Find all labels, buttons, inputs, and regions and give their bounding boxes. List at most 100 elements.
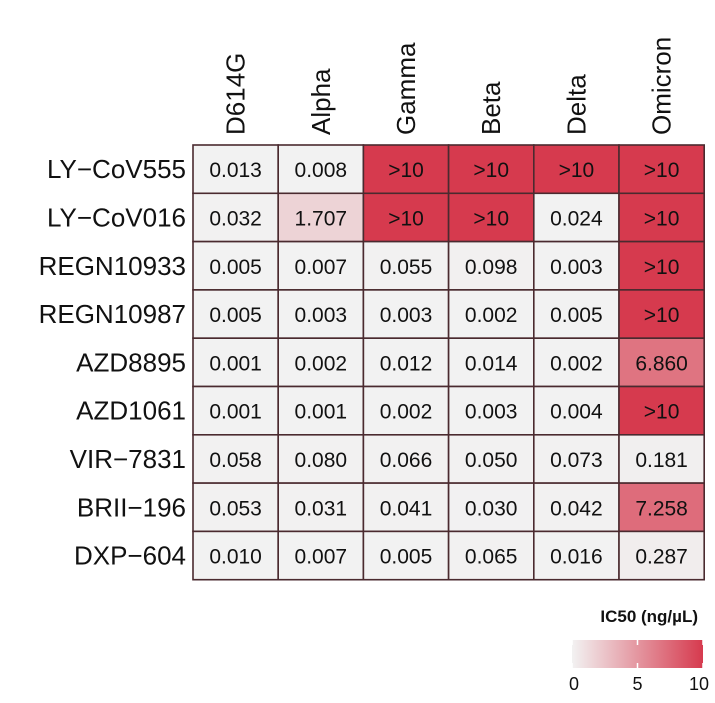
cell-value-label: 0.042 [550, 497, 603, 520]
cell-value-label: 0.016 [550, 546, 603, 569]
cell-value-label: 0.014 [465, 352, 518, 375]
heatmap-cell [618, 482, 705, 533]
heatmap-cell [192, 289, 279, 339]
heatmap-cell [192, 144, 279, 195]
cell-value-label: 0.080 [295, 449, 348, 472]
heatmap-cell [277, 240, 365, 291]
column-label: D614G [221, 53, 251, 135]
heatmap-cell [618, 530, 705, 581]
cell-value-label: 0.002 [295, 352, 348, 375]
cell-value-label: >10 [644, 256, 680, 279]
cell-value-label: 0.003 [465, 401, 518, 424]
heatmap-cell [447, 337, 535, 388]
row-label: VIR−7831 [70, 444, 186, 474]
cell-value-label: 0.031 [295, 497, 348, 520]
heatmap-cell [362, 289, 450, 339]
cell-value-label: 0.002 [550, 352, 603, 375]
heatmap-cell [362, 337, 450, 388]
heatmap-cell [618, 433, 705, 484]
cell-value-label: >10 [388, 207, 424, 230]
column-label: Beta [476, 81, 506, 135]
cell-value-label: 0.002 [465, 304, 518, 327]
legend-tick-label: 0 [569, 674, 579, 694]
cell-value-label: 0.001 [209, 401, 262, 424]
cell-value-label: >10 [644, 304, 680, 327]
cell-value-label: 0.005 [209, 304, 262, 327]
heatmap-cell [447, 240, 535, 291]
heatmap-cell [532, 240, 620, 291]
heatmap-cell [447, 433, 535, 484]
cell-value-label: 1.707 [295, 207, 348, 230]
legend-tick-label: 10 [689, 674, 709, 694]
heatmap-cell [532, 337, 620, 388]
cell-value-label: 0.073 [550, 449, 603, 472]
cell-value-label: 0.030 [465, 497, 518, 520]
row-labels: LY−CoV555 LY−CoV016 REGN10933 REGN10987 AZD8… [39, 154, 186, 570]
cell-value-label: 0.002 [380, 401, 433, 424]
legend-tick-label: 5 [632, 674, 642, 694]
cell-value-label: 6.860 [635, 352, 688, 375]
heatmap-cell [447, 192, 535, 243]
row-label: AZD1061 [76, 396, 186, 426]
heatmap-cell [618, 337, 705, 388]
heatmap-cell [532, 289, 620, 339]
cell-value-label: 0.053 [209, 497, 262, 520]
heatmap-cell [277, 530, 365, 581]
column-label: Alpha [306, 68, 336, 135]
heatmap-cell [618, 144, 705, 195]
cell-value-label: 0.003 [550, 256, 603, 279]
legend-ticks: 0 5 10 [569, 640, 709, 694]
heatmap-cell [362, 482, 450, 533]
cell-value-label: 0.013 [209, 159, 262, 182]
heatmap-cell [192, 530, 279, 581]
cell-value-label: 0.066 [380, 449, 433, 472]
column-label: Omicron [647, 37, 677, 135]
cell-value-label: 0.024 [550, 207, 603, 230]
legend-title: IC50 (ng/µL) [600, 607, 698, 626]
row-label: DXP−604 [74, 541, 186, 571]
row-label: BRII−196 [77, 492, 186, 522]
heatmap-cell [618, 385, 705, 436]
cell-value-label: 0.005 [380, 546, 433, 569]
row-label: LY−CoV555 [47, 154, 186, 184]
heatmap-cell [447, 289, 535, 339]
cell-value-label: 0.181 [635, 449, 688, 472]
heatmap-cell [618, 192, 705, 243]
cell-value-label: 0.003 [380, 304, 433, 327]
cell-value-label: 0.007 [295, 256, 348, 279]
cell-value-label: 0.003 [295, 304, 348, 327]
cell-value-label: >10 [559, 159, 595, 182]
column-labels: D614G Alpha Gamma Beta Delta Omicron [221, 37, 677, 135]
row-label: LY−CoV016 [47, 202, 186, 232]
row-label: REGN10933 [39, 251, 186, 281]
cell-value-label: 0.032 [209, 207, 262, 230]
cell-value-label: 0.055 [380, 256, 433, 279]
heatmap-cell [618, 289, 705, 339]
cell-value-label: 0.001 [295, 401, 348, 424]
cell-value-label: 0.287 [635, 546, 688, 569]
cell-value-label: 0.012 [380, 352, 433, 375]
cell-value-label: 0.005 [209, 256, 262, 279]
cell-value-label: >10 [644, 207, 680, 230]
cell-value-label: 0.065 [465, 546, 518, 569]
cell-value-label: 0.010 [209, 546, 262, 569]
cell-value-label: 7.258 [635, 497, 688, 520]
cell-value-label: 0.004 [550, 401, 603, 424]
cell-value-label: 0.041 [380, 497, 433, 520]
heatmap-cell [192, 385, 279, 436]
column-label: Delta [561, 74, 591, 135]
heatmap-cell [277, 144, 365, 195]
cell-value-label: >10 [473, 207, 509, 230]
cell-value-label: 0.008 [295, 159, 348, 182]
heatmap-cell [618, 240, 705, 291]
heatmap-cell [277, 192, 365, 243]
heatmap-cell [447, 482, 535, 533]
cell-value-label: >10 [388, 159, 424, 182]
cell-value-label: 0.098 [465, 256, 518, 279]
cell-value-label: 0.058 [209, 449, 262, 472]
cell-value-label: 0.007 [295, 546, 348, 569]
cell-value-label: >10 [473, 159, 509, 182]
heatmap-cell [277, 289, 365, 339]
column-label: Gamma [391, 42, 421, 135]
